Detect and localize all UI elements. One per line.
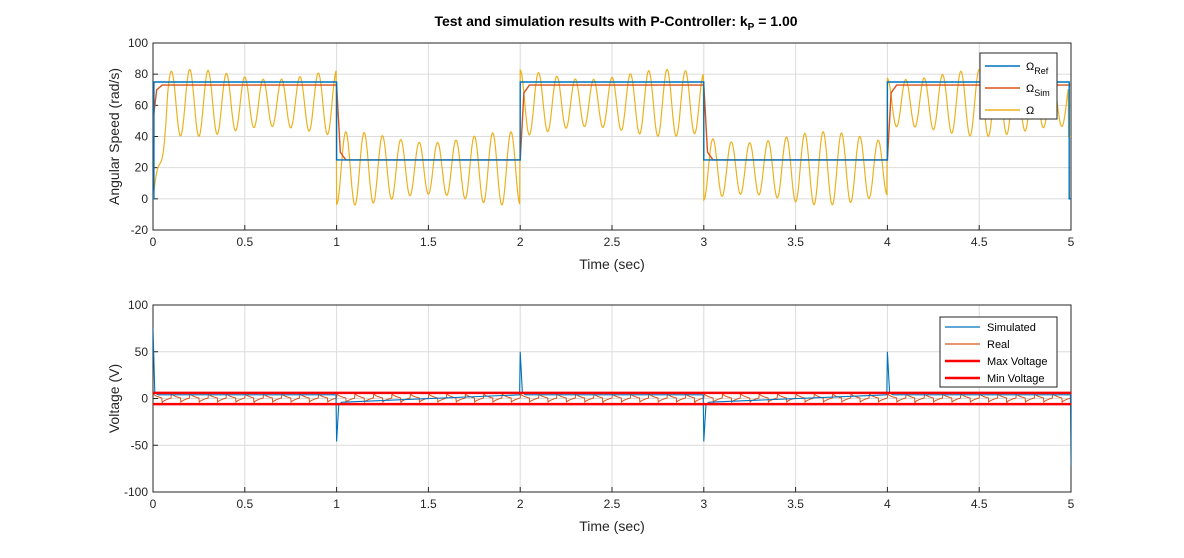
x-tick-label: 1.5	[420, 235, 437, 249]
legend-top: ΩRef ΩSim Ω	[979, 52, 1058, 120]
legend-entry-real: Real	[987, 339, 1010, 351]
y-tick-label: -100	[124, 485, 148, 499]
legend-entry-omega-ref: ΩRef	[1026, 61, 1049, 76]
series-line-real	[153, 392, 1071, 404]
y-tick-label: 100	[128, 298, 148, 312]
y-tick-label: 80	[135, 67, 149, 81]
legend-bottom: Simulated Real Max Voltage Min Voltage	[939, 316, 1058, 388]
y-axis-label: Voltage (V)	[106, 364, 122, 433]
y-axis-label: Angular Speed (rad/s)	[106, 68, 122, 205]
x-tick-label: 2.5	[604, 235, 621, 249]
axes-2: 0 0.5 1 1.5 2 2.5 3 3.5 4 4.5 5 -100 -50 0 50 100 Time (…	[106, 298, 1075, 534]
y-tick-label: 60	[135, 98, 149, 112]
x-tick-label: 0	[150, 497, 157, 511]
legend-entry-simulated: Simulated	[987, 322, 1036, 334]
legend-box	[979, 52, 1058, 120]
series-line-omega-sim	[153, 84, 1071, 161]
legend-entry-omega: Ω	[1026, 105, 1034, 117]
x-tick-label: 1.5	[420, 497, 437, 511]
x-tick-label: 2	[517, 235, 524, 249]
x-tick-label: 1	[333, 235, 340, 249]
x-tick-label: 4	[884, 497, 891, 511]
y-tick-label: 0	[141, 192, 148, 206]
x-tick-label: 2	[517, 497, 524, 511]
legend-entry-omega-sim: ΩSim	[1026, 83, 1050, 98]
x-tick-label: 0.5	[236, 235, 253, 249]
x-tick-label: 5	[1068, 497, 1075, 511]
axes-1: 0 0.5 1 1.5 2 2.5 3 3.5 4 4.5 5-20020406080100Time…	[106, 36, 1075, 272]
x-tick-label: 5	[1068, 235, 1075, 249]
chart-title: Test and simulation results with P-Contr…	[434, 13, 797, 33]
x-axis-label: Time (sec)	[579, 256, 645, 272]
y-tick-label: 100	[128, 36, 148, 50]
x-tick-label: 3.5	[787, 497, 804, 511]
y-tick-label: 50	[135, 345, 149, 359]
x-tick-label: 4.5	[971, 235, 988, 249]
y-tick-label: -50	[131, 438, 149, 452]
series-line-omega-real	[153, 68, 1071, 206]
x-axis-label: Time (sec)	[579, 518, 645, 534]
y-tick-label: -20	[131, 223, 149, 237]
legend-box	[939, 316, 1058, 388]
x-tick-label: 3	[700, 235, 707, 249]
legend-entry-min-voltage: Min Voltage	[987, 373, 1044, 385]
x-tick-label: 1	[333, 497, 340, 511]
x-tick-label: 4	[884, 235, 891, 249]
x-tick-label: 0.5	[236, 497, 253, 511]
series-group	[153, 328, 1071, 466]
series-line-simulated	[153, 328, 1071, 466]
x-tick-label: 2.5	[604, 497, 621, 511]
x-tick-label: 3.5	[787, 235, 804, 249]
x-tick-label: 0	[150, 235, 157, 249]
y-tick-label: 0	[141, 392, 148, 406]
x-tick-label: 3	[700, 497, 707, 511]
y-tick-label: 20	[135, 161, 149, 175]
legend-entry-max-voltage: Max Voltage	[987, 356, 1048, 368]
x-tick-label: 4.5	[971, 497, 988, 511]
y-tick-label: 40	[135, 130, 149, 144]
